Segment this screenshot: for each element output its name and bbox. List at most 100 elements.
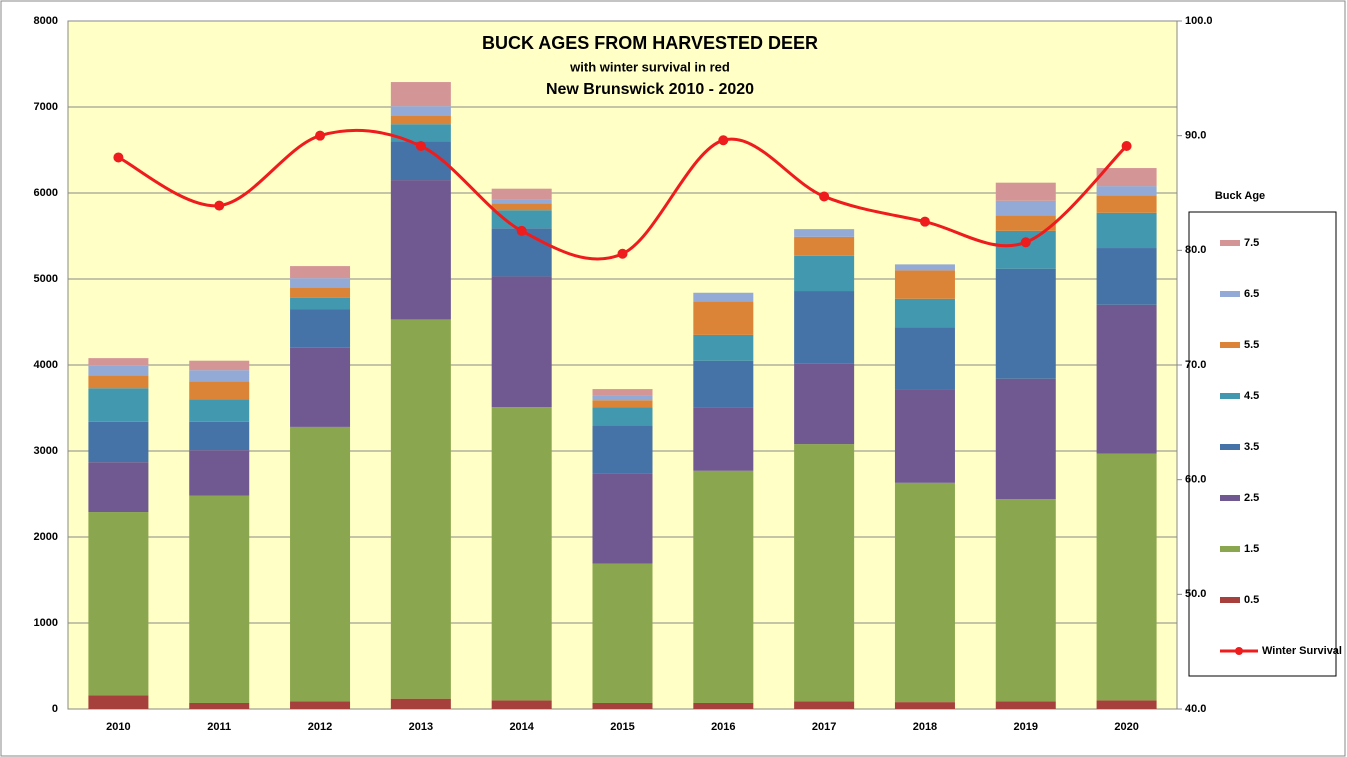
x-tick-label: 2020 [1114,721,1138,733]
bar-segment [894,327,955,390]
bar-segment [693,334,754,361]
bar-segment [794,229,855,237]
legend-label: 0.5 [1244,594,1259,606]
bar-segment [491,199,552,204]
legend-swatch [1220,495,1240,501]
bar-segment [693,407,754,471]
legend-swatch [1220,597,1240,603]
bar-segment [88,365,149,376]
bar-segment [88,512,149,696]
legend-swatch [1220,240,1240,246]
survival-marker [1020,237,1031,248]
y2-tick-label: 60.0 [1185,474,1206,486]
bar-segment [390,115,451,125]
bar-segment [189,495,250,703]
bar-segment [1096,212,1157,249]
bar-segment [794,363,855,445]
legend-box [1188,211,1337,677]
bar-segment [491,210,552,229]
bar-segment [491,188,552,200]
legend-label: 3.5 [1244,441,1259,453]
bar-segment [592,563,653,703]
x-tick-label: 2018 [913,721,937,733]
x-tick-label: 2011 [207,721,231,733]
chart-subtitle: New Brunswick 2010 - 2020 [546,81,754,98]
legend-label: 2.5 [1244,492,1259,504]
bar-segment [894,264,955,271]
bar-segment [491,276,552,408]
bar-segment [693,702,754,709]
bar-segment [1096,168,1157,187]
y2-tick-label: 50.0 [1185,588,1206,600]
bar-segment [390,180,451,320]
y2-tick-label: 90.0 [1185,130,1206,142]
legend-title: Buck Age [1215,190,1265,202]
bar-segment [693,360,754,408]
bar-segment [290,266,351,279]
y2-tick-label: 70.0 [1185,359,1206,371]
bar-segment [995,230,1056,269]
y2-tick-label: 40.0 [1185,703,1206,715]
survival-marker [214,200,225,211]
legend-label: Winter Survival [1262,645,1342,657]
survival-marker [617,248,628,259]
chart-subtitle: with winter survival in red [569,59,730,74]
y-tick-label: 6000 [34,187,58,199]
bar-segment [189,360,250,371]
bar-segment [592,389,653,396]
chart-title: BUCK AGES FROM HARVESTED DEER [482,33,818,53]
bar-segment [894,702,955,709]
bar-segment [995,701,1056,709]
bar-segment [995,215,1056,231]
x-tick-label: 2010 [106,721,130,733]
y-tick-label: 7000 [34,101,58,113]
y-tick-label: 4000 [34,359,58,371]
bar-segment [592,407,653,426]
legend-swatch [1220,342,1240,348]
legend-label: 1.5 [1244,543,1259,555]
bar-segment [290,347,351,427]
bar-segment [894,389,955,483]
bar-segment [189,702,250,709]
bar-segment [88,695,149,709]
bar-segment [693,292,754,302]
bar-segment [1096,304,1157,454]
x-tick-label: 2019 [1014,721,1038,733]
y-tick-label: 2000 [34,531,58,543]
x-tick-label: 2012 [308,721,332,733]
bar-segment [794,236,855,256]
bar-segment [794,701,855,709]
bar-segment [88,421,149,463]
bar-segment [592,473,653,564]
bar-segment [390,124,451,142]
bar-segment [995,182,1056,201]
bar-segment [290,278,351,288]
bar-segment [1096,248,1157,305]
bar-segment [390,106,451,116]
bar-segment [995,499,1056,702]
y2-tick-label: 80.0 [1185,244,1206,256]
x-tick-label: 2017 [812,721,836,733]
bar-segment [88,358,149,366]
bar-segment [189,370,250,382]
legend-label: 4.5 [1244,390,1259,402]
bar-segment [290,309,351,348]
y-tick-label: 5000 [34,273,58,285]
survival-marker [315,130,326,141]
bar-segment [1096,453,1157,701]
bar-segment [390,319,451,699]
bar-segment [592,400,653,408]
bar-segment [794,291,855,364]
survival-marker [819,191,830,202]
y-tick-label: 8000 [34,15,58,27]
bar-segment [1096,700,1157,709]
y2-tick-label: 100.0 [1185,15,1213,27]
survival-marker [1121,140,1132,151]
legend-swatch [1220,444,1240,450]
bar-segment [290,426,351,702]
legend-swatch [1220,546,1240,552]
bar-segment [894,298,955,328]
legend-marker [1235,647,1243,655]
survival-marker [113,152,124,163]
x-tick-label: 2015 [610,721,634,733]
